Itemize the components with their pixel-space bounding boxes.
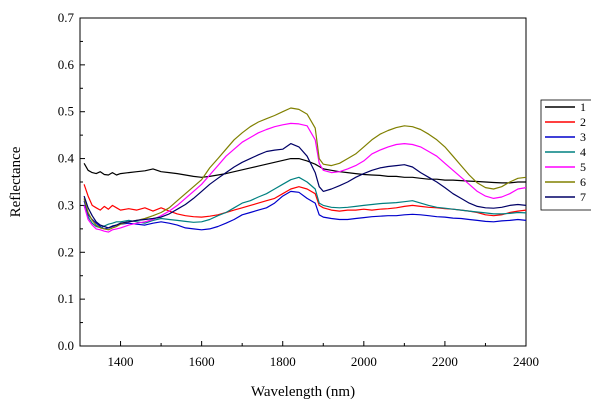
- plot-frame: [79, 17, 527, 347]
- series-line-1: [83, 158, 526, 184]
- legend-label-4: 4: [580, 145, 586, 159]
- x-axis-title: Wavelength (nm): [251, 384, 355, 400]
- y-axis-title: Reflectance: [8, 146, 24, 217]
- series-line-5: [83, 122, 527, 233]
- x-tick-label: 1600: [189, 354, 215, 369]
- y-tick-label: 0.2: [58, 244, 74, 259]
- x-tick-label: 1400: [108, 354, 134, 369]
- y-tick-label: 0.4: [58, 151, 75, 166]
- legend-label-3: 3: [580, 130, 586, 144]
- y-tick-label: 0.0: [58, 338, 74, 353]
- legend-label-1: 1: [580, 100, 586, 114]
- x-tick-label: 1800: [270, 354, 296, 369]
- series-line-7: [83, 143, 527, 229]
- legend-label-6: 6: [580, 175, 586, 189]
- y-tick-label: 0.5: [58, 104, 74, 119]
- legend-box: [540, 99, 591, 211]
- series-line-3: [83, 190, 527, 231]
- x-tick-label: 2400: [513, 354, 539, 369]
- legend-label-5: 5: [580, 160, 586, 174]
- x-tick-label: 2000: [351, 354, 377, 369]
- series-line-2: [83, 184, 527, 218]
- y-tick-label: 0.7: [58, 10, 75, 25]
- axis-ticks: 0.0 0.1 0.2 0.3 0.4 0.5 0.6 0.7 1400 1600 1800 2000…: [58, 10, 539, 369]
- series-lines: [83, 107, 527, 233]
- y-tick-label: 0.6: [58, 57, 75, 72]
- legend-label-2: 2: [580, 115, 586, 129]
- x-tick-label: 2200: [432, 354, 458, 369]
- y-tick-label: 0.1: [58, 291, 74, 306]
- y-tick-label: 0.3: [58, 197, 74, 212]
- series-line-4: [83, 176, 527, 229]
- legend-label-7: 7: [580, 190, 586, 204]
